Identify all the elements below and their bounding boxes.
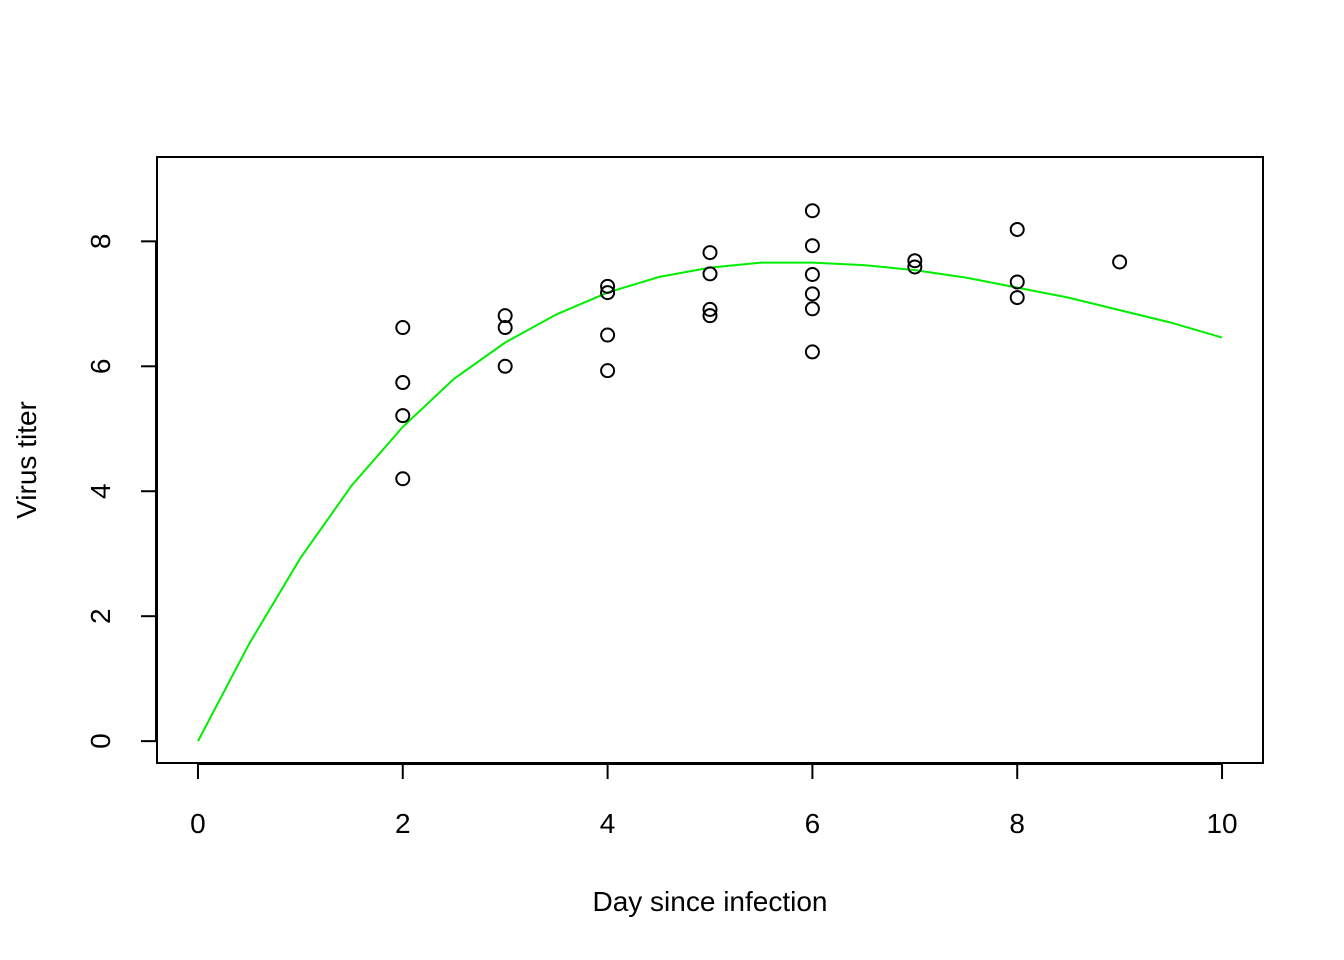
x-axis-title: Day since infection [592, 886, 827, 917]
data-point [702, 308, 718, 324]
data-point [395, 375, 411, 391]
data-point [497, 320, 513, 336]
data-point [600, 327, 616, 343]
y-tick-label: 2 [85, 608, 116, 624]
x-tick-label: 0 [190, 808, 206, 839]
data-point [804, 301, 820, 317]
y-tick-label: 4 [85, 483, 116, 499]
data-points [395, 203, 1128, 487]
data-point [804, 203, 820, 219]
data-point [702, 266, 718, 282]
data-point [1112, 254, 1128, 270]
y-axis: 0 2 4 6 8 [85, 234, 157, 749]
data-point [600, 278, 616, 294]
data-point [395, 471, 411, 487]
data-point [600, 285, 616, 301]
data-point [497, 308, 513, 324]
data-point [395, 408, 411, 424]
x-tick-label: 4 [600, 808, 616, 839]
x-tick-label: 2 [395, 808, 411, 839]
data-point [1009, 290, 1025, 306]
x-tick-label: 10 [1206, 808, 1237, 839]
data-point [907, 253, 923, 269]
data-point [1009, 221, 1025, 237]
data-point [395, 320, 411, 336]
y-tick-label: 8 [85, 234, 116, 250]
data-point [907, 259, 923, 275]
x-tick-label: 6 [805, 808, 821, 839]
data-point [1009, 274, 1025, 290]
y-tick-label: 0 [85, 733, 116, 749]
data-point [702, 245, 718, 261]
y-axis-title: Virus titer [11, 401, 42, 519]
data-point [702, 301, 718, 317]
data-point [600, 363, 616, 379]
data-point [497, 358, 513, 374]
x-tick-label: 8 [1009, 808, 1025, 839]
data-point [804, 266, 820, 282]
data-point [804, 238, 820, 254]
y-tick-label: 6 [85, 358, 116, 374]
data-point [804, 286, 820, 302]
data-point [804, 344, 820, 360]
x-axis: 0 2 4 6 8 10 [190, 763, 1238, 839]
